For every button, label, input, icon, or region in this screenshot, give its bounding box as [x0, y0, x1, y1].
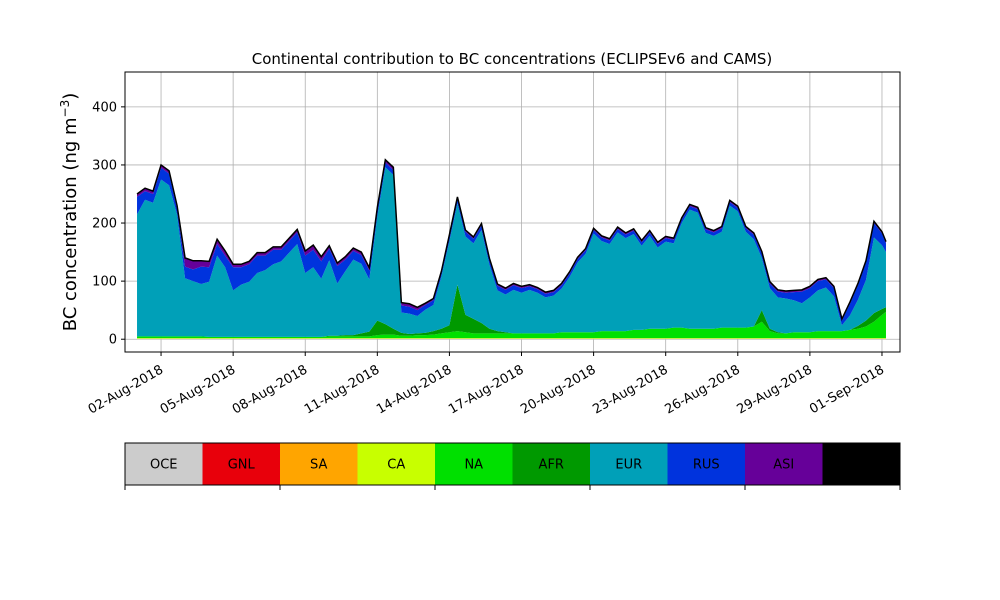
legend-label-gnl: GNL: [228, 458, 256, 473]
legend-label-aus: AUS: [848, 458, 875, 473]
legend-swatch-gnl: [202, 443, 280, 485]
legend-colorbar: OCE GNL SA CA NA AFR EUR RUS ASI AUS: [124, 442, 901, 490]
legend-label-na: NA: [464, 458, 483, 473]
legend-frame: [124, 442, 901, 486]
y-tick-label: 200: [92, 217, 117, 232]
legend-swatch-sa: [280, 443, 358, 485]
legend-label-rus: RUS: [693, 458, 720, 473]
area-series-na: [137, 311, 886, 339]
y-axis-label-main: BC concentration (ng m: [60, 117, 81, 331]
legend-swatch-aus: [822, 443, 900, 485]
area-series-oce: [137, 338, 886, 340]
y-tick-label: 300: [92, 158, 117, 173]
area-series-eur: [137, 167, 886, 337]
legend-swatch-na: [435, 443, 513, 485]
legend-swatch-afr: [512, 443, 590, 485]
y-axis-label-superscript: −3: [58, 100, 72, 118]
legend-label-sa: SA: [310, 458, 327, 473]
legend-swatch-asi: [745, 443, 823, 485]
legend-label-afr: AFR: [539, 458, 564, 473]
legend-swatch-rus: [667, 443, 745, 485]
y-tick-label: 0: [109, 333, 117, 348]
legend-label-eur: EUR: [615, 458, 642, 473]
legend-label-oce: OCE: [150, 458, 178, 473]
y-tick-label: 400: [92, 100, 117, 115]
legend-swatch-oce: [125, 443, 203, 485]
y-axis-label: BC concentration (ng m−3): [58, 93, 81, 332]
legend-swatch-ca: [357, 443, 435, 485]
area-series-ca: [137, 338, 886, 339]
y-axis-label-close: ): [60, 93, 81, 100]
plot-frame: [124, 71, 901, 353]
total-concentration-line: [136, 158, 887, 322]
y-tick-label: 100: [92, 275, 117, 290]
chart-title: Continental contribution to BC concentra…: [252, 50, 773, 68]
legend-label-ca: CA: [387, 458, 405, 473]
legend-label-asi: ASI: [773, 458, 794, 473]
area-series-rus: [137, 162, 886, 326]
legend-swatch-eur: [590, 443, 668, 485]
